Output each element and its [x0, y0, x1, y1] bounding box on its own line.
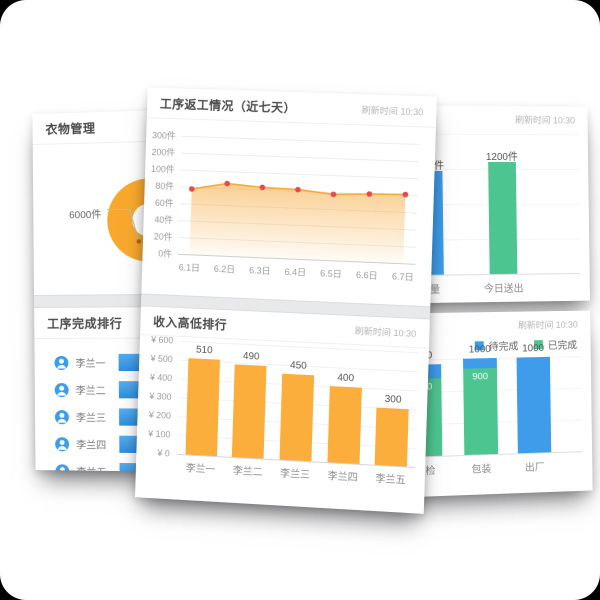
bar-value-label: 490: [242, 350, 260, 363]
user-avatar-icon: [54, 355, 69, 370]
x-tick: 6.2日: [214, 264, 236, 275]
y-tick: ¥ 400: [149, 372, 173, 384]
rank-row: 李兰一: [54, 348, 288, 376]
bar-value-label: 450: [289, 360, 307, 372]
y-tick: 200件: [151, 146, 175, 158]
clothing-donut-chart: 6000件: [33, 138, 287, 295]
done-segment: 900: [463, 367, 499, 456]
x-tick: 6.3日: [249, 265, 271, 276]
rank-name: 李兰二: [75, 386, 106, 398]
x-tick: 李兰三: [279, 468, 311, 482]
bar-total-label: 1000: [468, 344, 491, 356]
x-tick: 出厂: [524, 462, 545, 474]
rank-name: 李兰四: [76, 440, 107, 452]
pending-segment: [516, 356, 552, 454]
segment-value-label: 900: [472, 371, 489, 383]
income-bar-chart: ¥ 600 ¥ 500 ¥ 400 ¥ 300 ¥ 200 ¥ 100 ¥ 0 510 490 4…: [135, 335, 429, 514]
bar-value-label: 400: [337, 372, 355, 385]
bar-value-label: 300: [384, 393, 402, 406]
x-tick: 6.4日: [284, 267, 306, 278]
y-tick: ¥ 300: [149, 390, 172, 402]
x-tick: 6.5日: [320, 268, 342, 279]
rank-name: 李兰五: [76, 463, 113, 474]
rank-row: 李兰二: [54, 376, 288, 404]
x-tick: 李兰五: [375, 473, 406, 487]
x-tick: 李兰二: [232, 465, 263, 479]
y-tick: 300件: [152, 129, 176, 141]
y-tick: 40件: [154, 214, 173, 226]
section-title: 工序返工情况（近七天）: [159, 96, 297, 115]
user-avatar-icon: [54, 409, 69, 424]
section-title: 衣物管理: [45, 120, 96, 137]
stacked-bar: 1000: [516, 343, 552, 454]
y-tick: ¥ 200: [148, 409, 172, 421]
y-tick: 20件: [154, 230, 173, 242]
income-bar: 400: [326, 372, 362, 464]
x-tick: 6.6日: [356, 270, 378, 281]
bar-value-label: 510: [195, 344, 213, 357]
y-tick: 0件: [158, 247, 172, 259]
user-avatar-icon: [55, 436, 70, 451]
y-tick: ¥ 600: [151, 334, 174, 346]
bar-value-label: 1200件: [485, 151, 518, 164]
rank-name: 李兰一: [75, 358, 106, 371]
y-tick: 80件: [155, 180, 174, 192]
x-tick: 今日送出: [483, 283, 524, 296]
y-tick: 60件: [155, 197, 174, 209]
refresh-time: 刷新时间 10:30: [517, 319, 578, 331]
income-bar: 450: [279, 360, 315, 462]
x-tick: 包装: [471, 464, 492, 476]
rank-row: 李兰三: [54, 403, 289, 432]
section-title: 收入高低排行: [153, 314, 228, 332]
legend-label: 待完成: [488, 341, 519, 354]
rank-name: 李兰三: [75, 413, 107, 425]
center-card: 工序返工情况（近七天） 刷新时间 10:30 0件 20件 40件 60件 80件 100…: [135, 87, 437, 514]
rank-row: 李兰四: [55, 430, 289, 460]
x-tick: 6.7日: [392, 271, 414, 282]
section-title: 工序完成排行: [47, 315, 123, 331]
income-section: 收入高低排行 刷新时间 10:30 ¥ 600 ¥ 500 ¥ 400 ¥ 300 ¥ …: [135, 306, 430, 514]
bar-group: 510 490 450 400 300: [178, 341, 419, 467]
y-tick: ¥ 500: [150, 353, 173, 365]
y-tick: 100件: [151, 163, 175, 175]
bar-total-label: 1000: [522, 343, 545, 355]
income-bar: 490: [232, 351, 267, 459]
income-bar: 510: [185, 345, 220, 457]
x-tick: 李兰一: [185, 463, 216, 476]
y-tick: ¥ 0: [157, 447, 170, 459]
refresh-time: 刷新时间 10:30: [515, 114, 575, 125]
donut-value-label: 6000件: [69, 209, 102, 222]
y-tick: ¥ 100: [148, 428, 171, 440]
refresh-time: 刷新时间 10:30: [354, 325, 417, 339]
x-tick: 6.1日: [179, 262, 200, 273]
y-axis-labels: ¥ 600 ¥ 500 ¥ 400 ¥ 300 ¥ 200 ¥ 100 ¥ 0: [135, 335, 175, 502]
user-avatar-icon: [54, 382, 69, 397]
income-bar: 300: [374, 394, 409, 467]
x-tick: 李兰四: [327, 471, 358, 484]
process-status-stacked-chart: 950800质检1000900包装1000出厂: [406, 343, 583, 497]
center-panel: 工序返工情况（近七天） 刷新时间 10:30 0件 20件 40件 60件 80件 100…: [135, 87, 437, 514]
refresh-time: 刷新时间 10:30: [361, 104, 424, 117]
legend-label: 已完成: [547, 340, 578, 352]
donut-label-leader-line: [33, 138, 142, 244]
stacked-bar: 1000 900: [463, 344, 499, 456]
user-avatar-icon: [55, 463, 70, 474]
rework-section: 工序返工情况（近七天） 刷新时间 10:30 0件 20件 40件 60件 80件 100…: [141, 87, 437, 306]
rework-line-chart: 0件 20件 40件 60件 80件 100件 200件 300件 6.1日 6.2日 6.3日 6.…: [151, 129, 436, 282]
io-bar: 1200件: [486, 152, 518, 275]
